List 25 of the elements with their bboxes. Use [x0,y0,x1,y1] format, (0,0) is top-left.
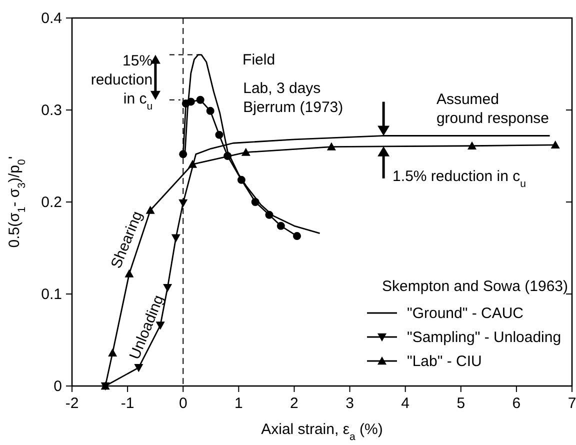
legend-label: "Sampling" - Unloading [407,329,562,346]
legend-label: "Lab" - CIU [407,353,482,370]
legend-label: "Ground" - CAUC [407,305,524,322]
x-tick-label: 3 [346,395,354,412]
x-tick-label: 7 [568,395,576,412]
x-axis-title: Axial strain, ε$_{a}$ (%) [261,421,383,443]
annotation: 15% reduction in c$_{u}$ [90,52,153,112]
x-tick-label: 0 [178,395,188,412]
annotation: Lab, 3 days Bjerrum (1973) [243,80,344,116]
legend-title: Skempton and Sowa (1963) [382,278,568,295]
x-tick-label: 5 [456,395,466,412]
x-tick-label: 2 [290,395,298,412]
y-tick-label: 0.1 [41,286,62,303]
y-tick-label: 0.4 [41,10,62,27]
y-tick-label: 0.2 [41,194,62,211]
x-tick-label: 6 [512,395,521,412]
annotation: 1.5% reduction in c$_{u}$ [392,168,526,190]
x-tick-label: 1 [234,395,243,412]
annotation: Field [242,51,276,68]
x-tick-label: 4 [401,395,410,412]
x-tick-label: -1 [120,395,134,412]
y-tick-label: 0.3 [41,102,62,119]
annotation: Assumed ground response [436,90,550,127]
x-tick-label: -2 [65,395,79,412]
y-tick-label: 0 [54,378,62,395]
